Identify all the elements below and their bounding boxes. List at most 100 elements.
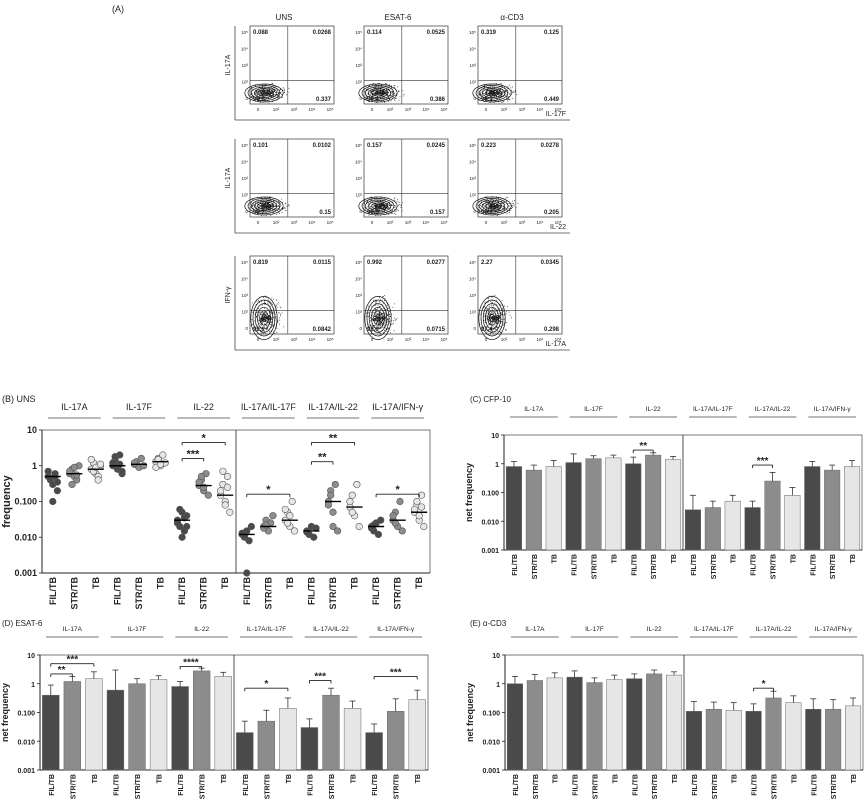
significance-label: **** [183, 657, 199, 668]
bar [606, 679, 623, 771]
flow-y-tick: 10⁴ [355, 47, 362, 52]
bar [665, 459, 682, 551]
bar [505, 466, 522, 551]
x-tick-label: STR/TB [831, 774, 838, 799]
x-tick-label: TB [790, 554, 797, 563]
contour-line [375, 314, 381, 322]
x-tick-label: STR/TB [69, 577, 79, 610]
bar [343, 708, 362, 771]
bar [626, 678, 643, 771]
data-point [176, 505, 184, 514]
bar [825, 708, 842, 771]
group-header: IL-17F [126, 402, 153, 412]
bar [526, 680, 543, 771]
flow-y-tick: 10⁵ [241, 260, 248, 265]
data-point [247, 522, 255, 531]
flow-y-tick: 10² [241, 80, 248, 85]
flow-y-tick: 10² [469, 193, 476, 198]
bar [645, 454, 662, 551]
x-tick-label: FIL/TB [178, 774, 185, 796]
x-tick-label: FIL/TB [691, 554, 698, 576]
flow-y-tick: 0 [473, 209, 476, 214]
significance-label: *** [66, 655, 78, 666]
panel-title: (D) ESAT-6 [2, 619, 43, 628]
y-tick-label: 10 [492, 653, 500, 660]
x-tick-label: TB [791, 774, 798, 783]
contour-line [364, 199, 392, 213]
flow-y-tick: 0 [245, 209, 248, 214]
contour-line [364, 86, 392, 100]
y-tick-label: 0.010 [17, 739, 35, 746]
bar [106, 689, 125, 771]
flow-x-tick: 10³ [291, 107, 298, 112]
flow-events [478, 196, 519, 216]
data-point [396, 497, 404, 506]
bar [765, 697, 782, 771]
x-tick-label: FIL/TB [513, 774, 520, 796]
flow-x-tick: 10⁴ [309, 337, 316, 342]
quadrant-lower-left: 97.4 [481, 327, 493, 333]
group-header: IL-17A [524, 406, 544, 413]
bar [42, 694, 60, 771]
flow-y-tick: 10³ [241, 176, 248, 181]
bar [214, 676, 232, 771]
flow-y-tick: 10² [241, 310, 248, 315]
x-tick-label: FIL/TB [372, 774, 379, 796]
x-tick-label: STR/TB [711, 554, 718, 579]
bar [764, 480, 781, 551]
bar [387, 711, 405, 771]
x-tick-label: FIL/TB [573, 774, 580, 796]
x-tick-label: FIL/TB [632, 774, 639, 796]
group-header: IL-22 [194, 626, 209, 633]
contour-line [482, 303, 502, 333]
x-tick-label: STR/TB [652, 774, 659, 799]
x-tick-label: TB [671, 554, 678, 563]
contour-line [247, 85, 281, 101]
x-tick-label: FIL/TB [48, 577, 58, 605]
quadrant-lower-left: 99.1 [253, 327, 265, 333]
flow-y-tick: 10⁴ [469, 277, 476, 282]
significance-label: ** [329, 432, 338, 444]
contour-line [260, 91, 268, 95]
contour-line [257, 89, 271, 97]
bar [805, 708, 822, 771]
flow-y-tick: 10⁴ [469, 160, 476, 165]
group-header: IL-17A/IL-22 [313, 626, 349, 633]
quadrant-lower-right: 0.157 [430, 210, 446, 216]
data-point [219, 467, 227, 475]
flow-x-tick: 10⁴ [423, 220, 430, 225]
data-point [66, 467, 74, 475]
x-tick-label: STR/TB [134, 577, 144, 610]
data-point [53, 478, 61, 486]
quadrant-lower-left: 98.9 [367, 327, 379, 333]
quadrant-lower-left: 99.4 [367, 97, 379, 103]
bar [666, 674, 683, 771]
data-point [226, 508, 234, 516]
flow-y-tick: 0 [245, 326, 248, 331]
data-point [223, 483, 232, 491]
flow-x-tick: 10³ [519, 337, 526, 342]
quadrant-upper-left: 2.27 [481, 260, 493, 266]
x-tick-label: FIL/TB [177, 577, 187, 605]
bar [844, 466, 861, 551]
quadrant-upper-right: 0.0278 [541, 143, 560, 149]
contour-line [371, 306, 385, 330]
flow-x-tick: 0 [485, 337, 488, 342]
contour-line [250, 199, 278, 213]
flow-x-tick: 10³ [519, 107, 526, 112]
contour-line [361, 198, 395, 214]
contour-line [252, 299, 276, 337]
y-axis-label: net frequency [464, 463, 474, 522]
group-header: IL-17A/IL-17F [693, 406, 733, 413]
quadrant-lower-right: 0.337 [316, 97, 332, 103]
flow-x-tick: 0 [485, 220, 488, 225]
flow-y-tick: 10⁵ [241, 143, 248, 148]
y-tick-label: 0.100 [14, 497, 37, 507]
x-tick-label: TB [351, 774, 358, 783]
x-tick-label: TB [731, 554, 738, 563]
data-point [240, 532, 249, 540]
group-header: IL-22 [647, 626, 662, 633]
contour-line [487, 310, 497, 326]
x-tick-label: TB [552, 554, 559, 563]
